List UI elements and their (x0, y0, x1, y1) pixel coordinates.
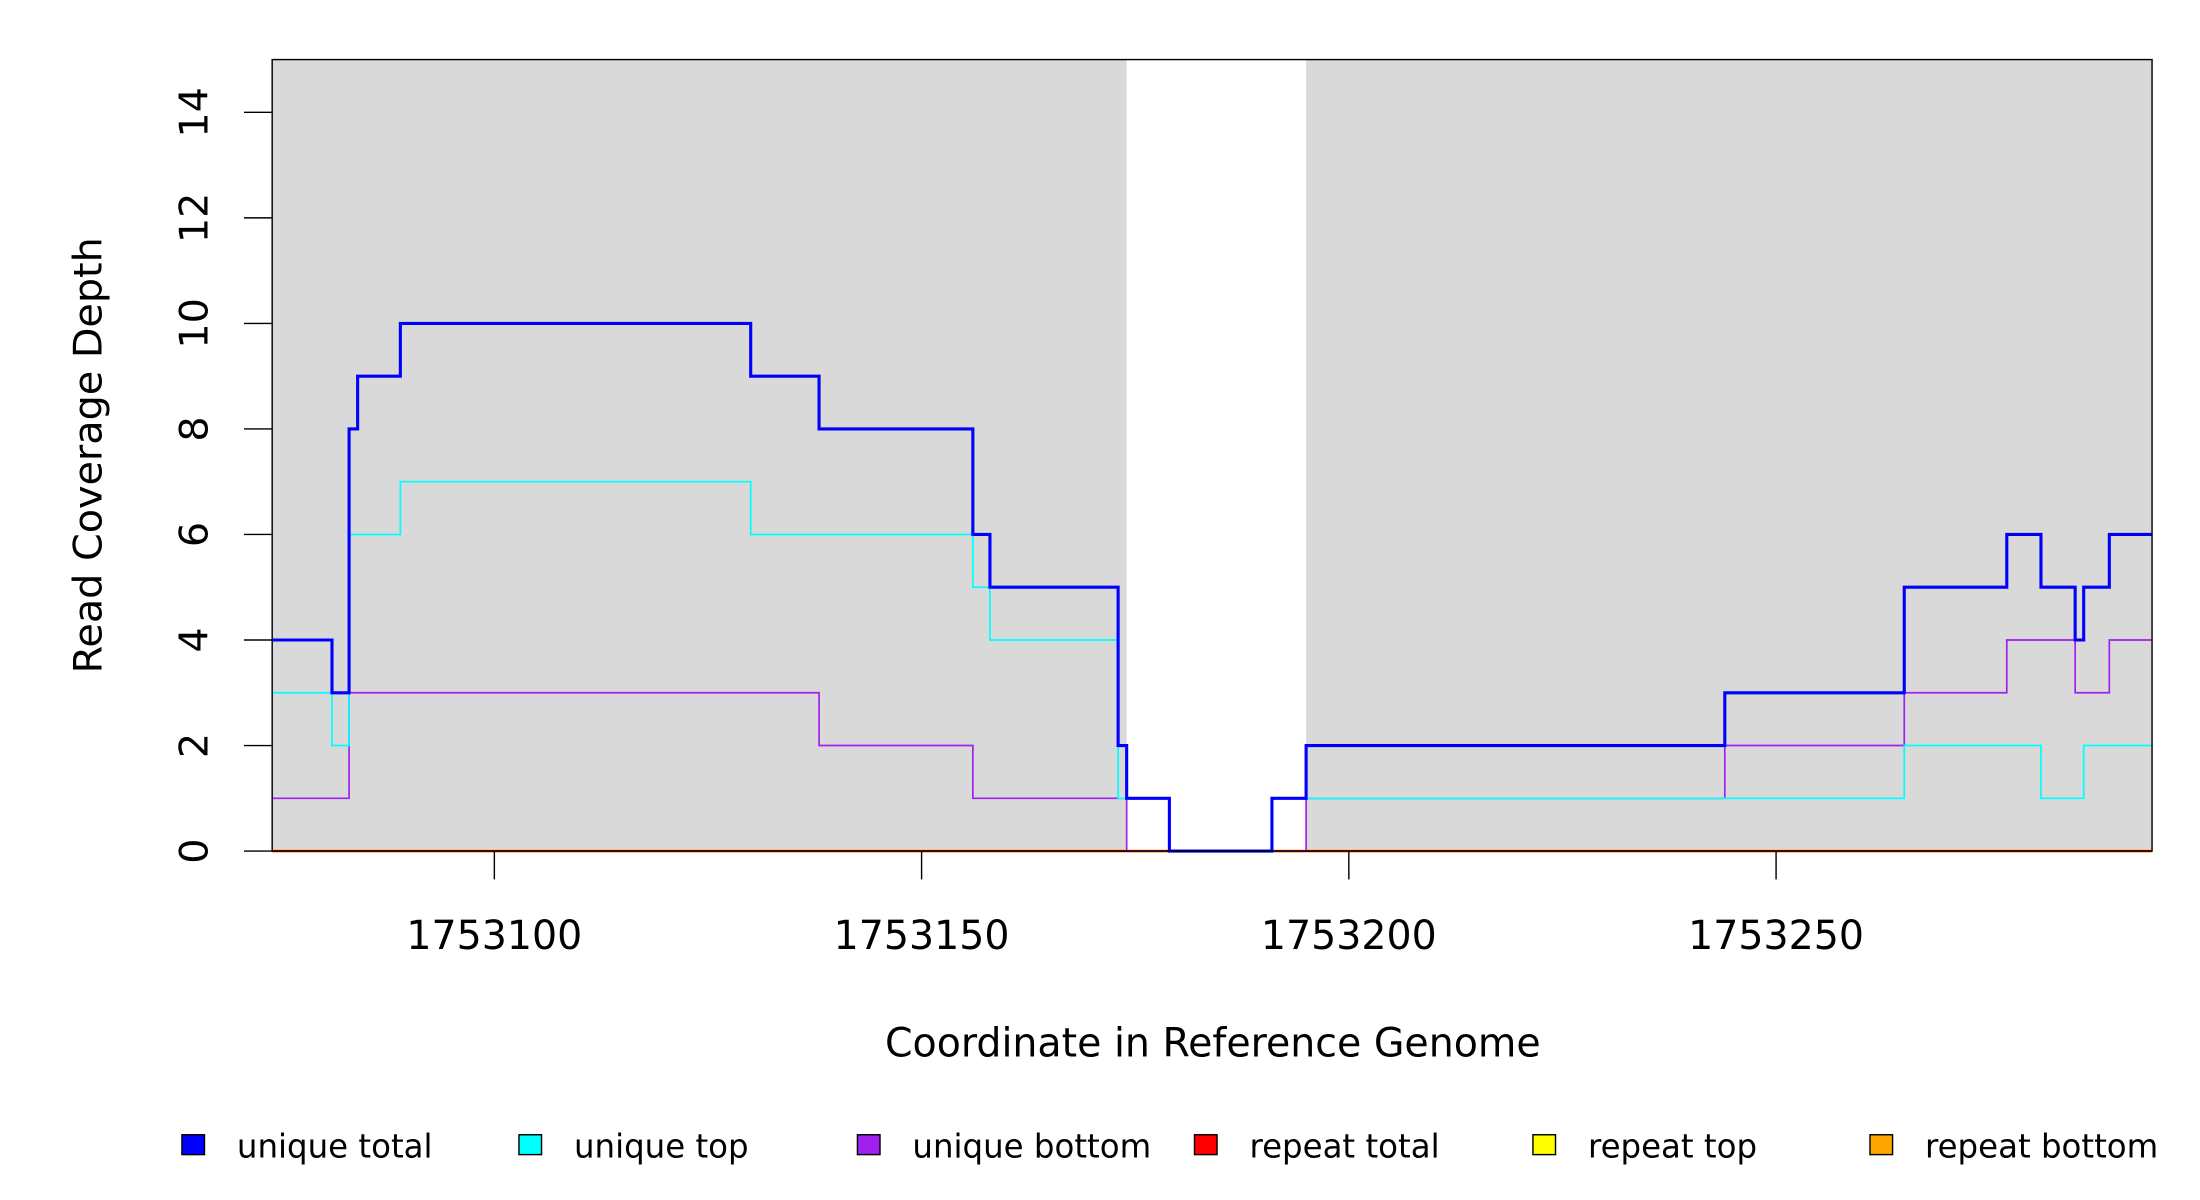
series-line-unique-top (272, 480, 2153, 852)
y-tick-label: 0 (171, 838, 217, 863)
legend-label: repeat top (1588, 1127, 1757, 1165)
legend-item: unique total (181, 1127, 433, 1165)
legend: unique total unique top unique bottom repea… (181, 1127, 2158, 1165)
y-tick-label: 6 (171, 522, 217, 547)
legend-item: unique top (518, 1127, 749, 1165)
y-axis-label: Read Coverage Depth (66, 237, 112, 673)
legend-swatch (518, 1134, 543, 1156)
x-tick-label: 1753100 (406, 913, 582, 959)
x-axis: 1753100 1753150 1753200 1753250 (406, 851, 1864, 959)
legend-item: repeat total (1193, 1127, 1440, 1165)
legend-label: unique top (574, 1127, 749, 1165)
x-axis-label: Coordinate in Reference Genome (885, 1021, 1541, 1067)
shaded-region (272, 59, 1127, 852)
legend-item: unique bottom (856, 1127, 1151, 1165)
shaded-region (1306, 59, 2153, 852)
y-tick-label: 2 (171, 733, 217, 758)
y-tick-label: 10 (171, 298, 217, 349)
y-tick-label: 4 (171, 627, 217, 652)
y-axis: 0 2 4 6 8 10 12 14 (171, 87, 273, 864)
plot-frame (271, 58, 2153, 852)
y-tick-label: 12 (171, 193, 217, 244)
legend-swatch (1869, 1134, 1894, 1156)
legend-label: unique total (237, 1127, 433, 1165)
series-line-unique-total (272, 321, 2153, 853)
legend-label: repeat total (1249, 1127, 1439, 1165)
x-tick-label: 1753250 (1688, 913, 1864, 959)
y-tick-label: 8 (171, 416, 217, 441)
shaded-regions (272, 59, 2153, 852)
legend-swatch (181, 1134, 206, 1156)
legend-label: unique bottom (912, 1127, 1151, 1165)
legend-swatch (1193, 1134, 1218, 1156)
legend-item: repeat top (1532, 1127, 1757, 1165)
legend-item: repeat bottom (1869, 1127, 2158, 1165)
legend-label: repeat bottom (1925, 1127, 2158, 1165)
legend-swatch (1532, 1134, 1557, 1156)
x-tick-label: 1753150 (834, 913, 1010, 959)
legend-swatch (856, 1134, 881, 1156)
x-tick-label: 1753200 (1261, 913, 1437, 959)
y-tick-label: 14 (171, 87, 217, 138)
